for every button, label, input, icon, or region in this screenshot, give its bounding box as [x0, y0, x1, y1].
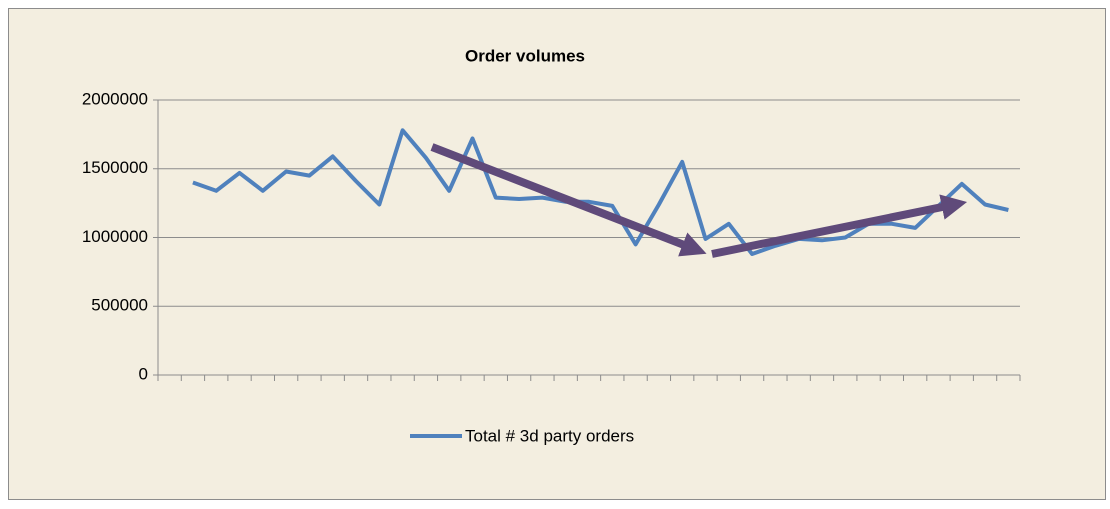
trend-arrow [430, 143, 707, 257]
y-tick-label: 0 [139, 364, 148, 383]
y-tick-label: 500000 [91, 296, 148, 315]
y-tick-label: 2000000 [82, 89, 148, 108]
y-tick-label: 1500000 [82, 158, 148, 177]
plot-area: 0 500000 1000000 1500000 2000000 [82, 89, 1021, 383]
trend-arrow [711, 194, 968, 258]
legend-label: Total # 3d party orders [465, 426, 634, 445]
chart-frame [8, 8, 1106, 500]
chart-title: Order volumes [465, 46, 585, 65]
y-tick-label: 1000000 [82, 227, 148, 246]
